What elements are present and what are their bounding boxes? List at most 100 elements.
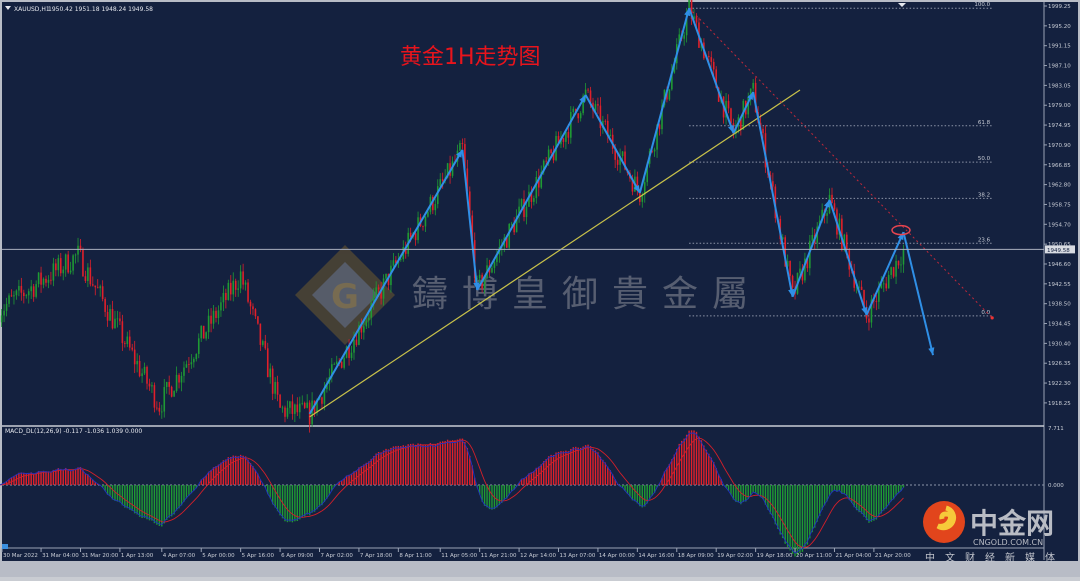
candle-body: [806, 258, 809, 269]
watermark-logo-letter: G: [331, 277, 359, 317]
candle-body: [289, 401, 291, 408]
candle-body: [197, 338, 200, 354]
candle-body: [133, 349, 136, 365]
candle-body: [584, 89, 587, 96]
candle-body: [27, 291, 30, 296]
candle-body: [533, 198, 535, 202]
current-price-label: 1949.58: [1047, 248, 1070, 254]
candle-body: [20, 285, 23, 293]
candle-body: [518, 206, 520, 216]
zigzag-arrow-segment[interactable]: [752, 91, 794, 298]
candle-body: [52, 263, 55, 281]
candle-body: [92, 284, 94, 286]
zigzag-arrow-segment[interactable]: [638, 7, 691, 194]
chart-shift-marker-icon[interactable]: [898, 3, 906, 7]
candle-body: [360, 325, 363, 333]
price-tick-label: 1918.25: [1048, 401, 1071, 407]
candle-body: [594, 104, 597, 111]
price-tick-label: 1999.25: [1048, 4, 1071, 10]
candle-body: [772, 181, 774, 187]
candle-body: [111, 308, 114, 329]
candle-body: [619, 156, 621, 165]
zigzag-arrow-segment[interactable]: [865, 231, 905, 316]
zigzag-arrow-segment[interactable]: [308, 149, 464, 415]
dropdown-triangle-icon[interactable]: [5, 6, 11, 10]
trendline[interactable]: [309, 89, 801, 418]
candle-body: [367, 317, 370, 321]
candle-body: [220, 302, 222, 311]
time-tick-label: 13 Apr 07:00: [560, 553, 596, 559]
axes: 1999.25 1995.20 1991.15 1987.10 1983.05 1979.…: [1, 4, 1075, 559]
price-tick-label: 1922.30: [1048, 381, 1071, 387]
candle-body: [3, 310, 5, 316]
candle-body: [762, 128, 764, 134]
candle-body: [715, 69, 717, 88]
brand-logo-swirl: [936, 505, 957, 531]
zigzag-arrow-segment[interactable]: [476, 94, 587, 291]
candle-body: [392, 260, 395, 266]
candle-body: [547, 149, 550, 162]
candle-body: [826, 213, 828, 216]
zigzag-arrow-segment[interactable]: [732, 91, 755, 134]
time-tick-label: 31 Mar 04:00: [42, 553, 79, 559]
candle-body: [121, 321, 124, 344]
candle-body: [892, 267, 895, 277]
candle-body: [668, 89, 671, 100]
time-tick-label: 19 Apr 02:00: [717, 553, 753, 559]
resistance-line[interactable]: [688, 7, 993, 319]
candle-body: [301, 402, 304, 404]
candle-body: [249, 301, 252, 307]
fibonacci-retracement[interactable]: 100.0 61.8 50.0 38.2 23.6 0.0: [689, 2, 993, 317]
candle-body: [30, 286, 33, 292]
candle-body: [515, 215, 518, 233]
candle-body: [74, 254, 77, 256]
price-tick-label: 1995.20: [1048, 24, 1071, 30]
candle-body: [294, 404, 296, 414]
zigzag-arrow-segment[interactable]: [902, 231, 935, 356]
candle-body: [424, 216, 427, 227]
highlight-circle[interactable]: [891, 224, 911, 236]
candle-body: [200, 325, 203, 339]
zigzag-arrow-segment[interactable]: [791, 199, 831, 298]
time-tick-label: 20 Apr 11:00: [796, 553, 832, 559]
candle-body: [15, 290, 18, 296]
candle-body: [858, 286, 860, 288]
fib-level-label: 23.6: [978, 237, 991, 243]
candle-body: [348, 346, 350, 358]
candle-body: [752, 82, 754, 89]
candle-body: [333, 363, 336, 365]
price-tick-label: 1926.35: [1048, 361, 1071, 367]
candle-body: [59, 258, 62, 274]
candle-body: [505, 237, 508, 248]
resistance-line-anchor[interactable]: [990, 316, 994, 320]
candle-body: [101, 286, 104, 300]
candle-body: [557, 135, 560, 145]
candle-body: [286, 407, 289, 417]
zigzag-arrow-segment[interactable]: [461, 149, 479, 291]
candle-body: [234, 280, 237, 290]
candle-body: [72, 255, 74, 271]
time-tick-label: 5 Apr 00:00: [202, 553, 235, 559]
brand-logo-circle: [923, 501, 965, 543]
candle-body: [254, 309, 257, 317]
candle-body: [432, 196, 434, 211]
zigzag-arrow-segment[interactable]: [828, 199, 868, 316]
candle-body: [831, 194, 833, 204]
candle-body: [242, 271, 244, 285]
candle-body: [688, 0, 690, 14]
candle-body: [210, 315, 212, 324]
candle-body: [542, 160, 545, 172]
zigzag-arrow-segment[interactable]: [584, 94, 641, 194]
candle-body: [126, 336, 129, 344]
candle-body: [390, 265, 392, 286]
macd-main-line: [0, 432, 904, 554]
time-tick-label: 21 Apr 04:00: [835, 553, 871, 559]
symbol-label: XAUUSD,H1: [14, 6, 50, 13]
time-tick-label: 19 Apr 18:00: [757, 553, 793, 559]
candle-body: [525, 206, 528, 218]
candle-body: [69, 270, 72, 273]
price-tick-label: 1954.70: [1048, 222, 1071, 228]
drawings[interactable]: [308, 7, 994, 418]
zigzag-arrow-segment[interactable]: [688, 7, 735, 134]
